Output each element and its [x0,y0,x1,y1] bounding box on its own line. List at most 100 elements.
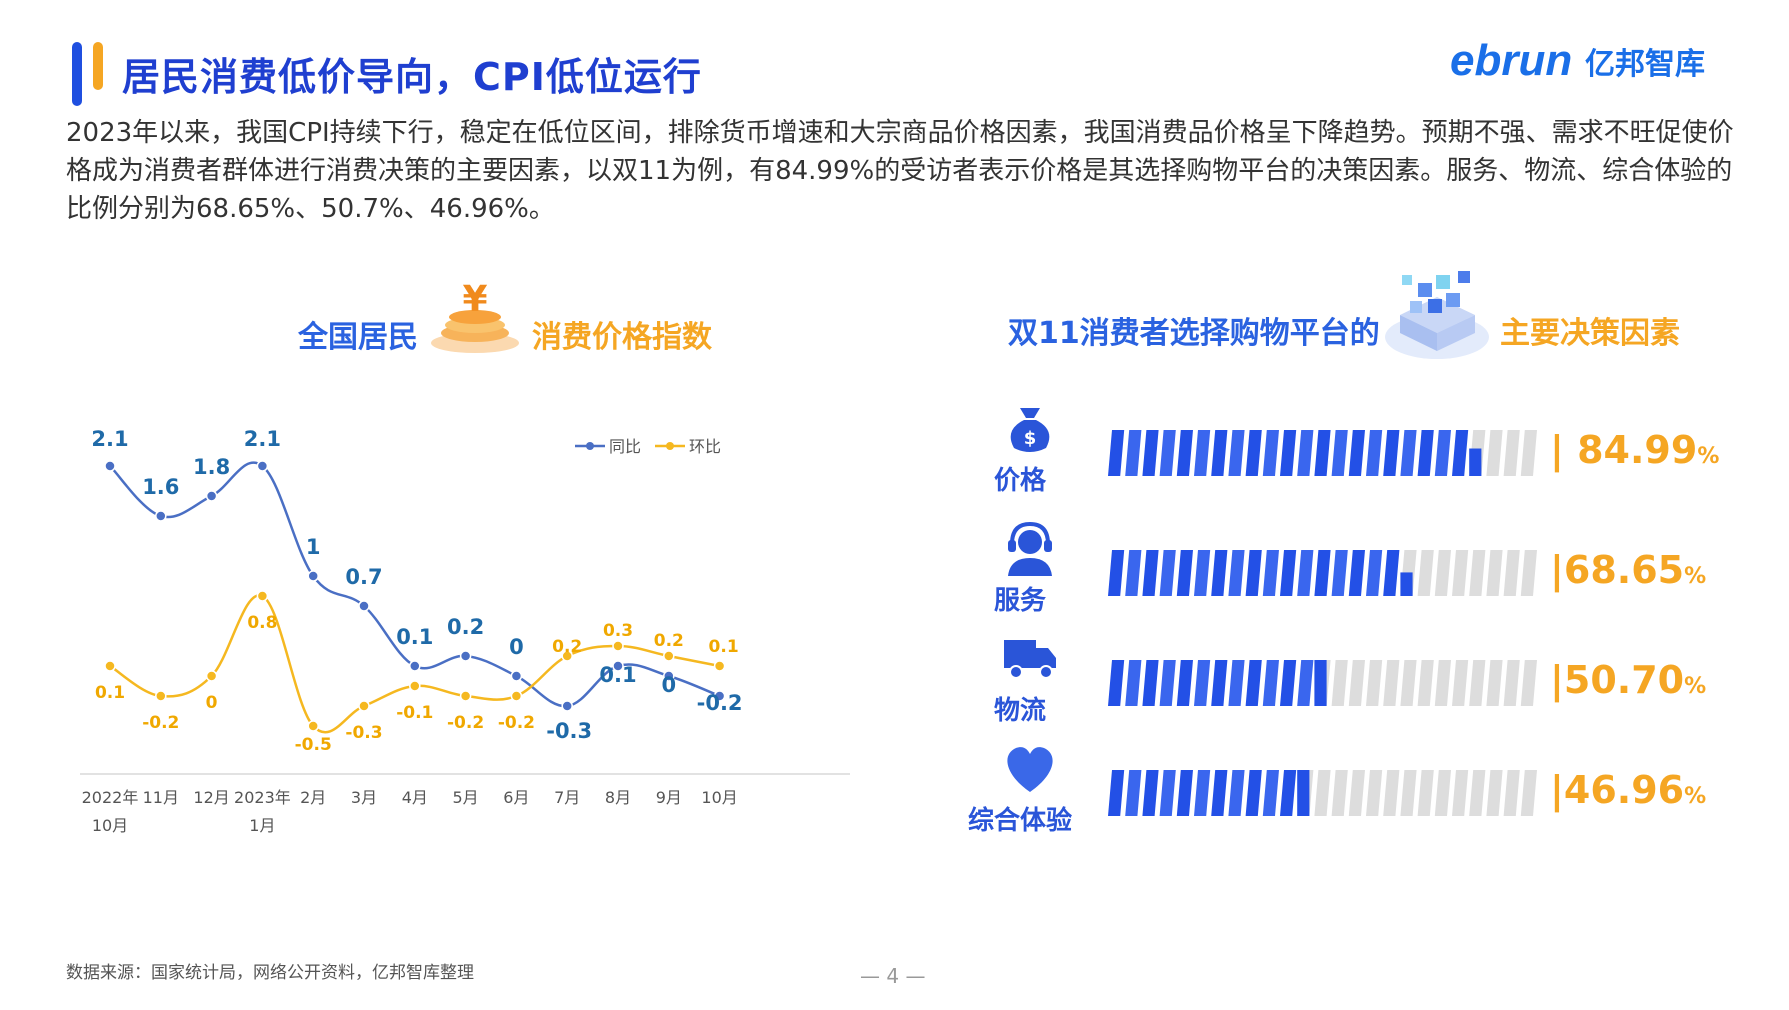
factor-row: 综合体验 |46.96% [968,740,1740,840]
data-point [155,690,167,702]
bar-segment [1383,430,1400,476]
bar-segment [1366,770,1383,816]
description-text: 2023年以来，我国CPI持续下行，稳定在低位区间，排除货币增速和大宗商品价格因… [66,118,1734,224]
factor-bar [1108,430,1537,476]
right-chart-title-part1: 双11消费者选择购物平台的 [1008,316,1380,351]
bar-segment [1108,430,1125,476]
x-tick-label: 12月 [193,788,229,807]
bar-segment [1108,660,1125,706]
bar-segment [1228,550,1245,596]
factor-row: 服务 |68.65% [980,520,1740,620]
data-point [307,570,319,582]
svg-text:$: $ [1024,428,1037,449]
data-point [612,640,624,652]
bar-segment [1331,550,1348,596]
data-point [510,670,523,682]
data-label: -0.3 [546,719,592,743]
bar-segment [1348,550,1365,596]
bar-segment [1520,770,1537,816]
data-point [561,650,573,662]
bar-segment [1125,770,1142,816]
data-point [713,660,726,672]
bar-segment [1176,770,1193,816]
bar-segment [1176,660,1193,706]
data-point [104,660,116,672]
data-label: 0.1 [95,683,125,703]
bar-segment [1469,660,1486,706]
bar-segment [1486,550,1503,596]
factor-bar [1108,770,1537,816]
bar-segment [1194,550,1211,596]
page-title: 居民消费低价导向，CPI低位运行 [122,55,702,99]
data-label: 2.1 [91,427,128,451]
svg-text:¥: ¥ [462,279,487,320]
bar-segment [1503,430,1520,476]
bar-segment [1434,770,1451,816]
bar-segment [1211,770,1228,816]
bar-segment [1176,430,1193,476]
legend-marker [666,442,674,450]
x-tick-label: 10月 [92,816,128,835]
factor-value: |50.70% [1550,658,1707,702]
bar-segment [1125,550,1142,596]
bar-segment [1314,770,1331,816]
bar-segment [1417,770,1434,816]
data-point [104,460,116,472]
bar-segment [1262,660,1279,706]
bar-segment [1228,430,1245,476]
bar-segment [1503,660,1520,706]
factor-label: 物流 [993,696,1046,726]
data-label: -0.5 [295,735,332,755]
x-tick-label: 3月 [351,788,377,807]
factor-value-unit: % [1684,564,1707,589]
bar-segment [1400,660,1417,706]
bar-segment [1383,550,1400,596]
factor-row: $ 价格 | 84.99% [980,400,1740,500]
bar-segment [1486,430,1503,476]
bar-segment [1366,430,1383,476]
bar-segment [1400,430,1417,476]
factor-label: 综合体验 [967,806,1072,836]
data-label: -0.2 [697,691,743,715]
data-label: -0.2 [142,713,179,733]
bar-segment [1417,430,1434,476]
x-tick-label: 9月 [656,788,682,807]
data-label: 0.2 [654,631,684,651]
data-label: 0.8 [247,613,277,633]
bar-segment [1297,430,1314,476]
data-label: 0.3 [603,621,633,641]
svg-text:ebrun: ebrun [1450,36,1572,85]
truck-icon [1004,640,1056,679]
x-tick-label: 10月 [701,788,737,807]
x-tick-label: 2023年 [234,788,291,807]
bar-segment-partial [1297,770,1310,816]
bar-segment [1331,770,1348,816]
bar-segment [1211,430,1228,476]
factor-value: |46.96% [1550,768,1707,812]
bar-segment [1245,770,1262,816]
left-chart-title-part1: 全国居民 [298,320,418,355]
factor-bar [1108,660,1537,706]
data-point [663,650,675,662]
bar-segment [1142,660,1159,706]
data-label: 0.1 [599,663,636,687]
decision-factor-bars: $ 价格 | 84.99% 服务 |68.65% 物流 |50.70% 综合体验 |46.96% [968,400,1740,880]
factor-value-unit: % [1684,674,1707,699]
bar-segment [1417,660,1434,706]
bar-segment [1159,430,1176,476]
bar-segment-partial [1314,660,1327,706]
factor-label: 服务 [993,586,1046,616]
data-point [205,670,218,682]
bar-segment [1159,770,1176,816]
bar-segment [1331,430,1348,476]
bar-segment [1194,770,1211,816]
legend-label: 同比 [609,437,641,456]
bar-segment [1142,550,1159,596]
factor-value-unit: % [1697,444,1720,469]
bar-segment [1452,660,1469,706]
data-point [713,690,726,702]
money-bag-icon: $ [1010,408,1050,452]
bar-segment [1125,430,1142,476]
bar-segment-partial [1400,572,1413,596]
bar-segment [1280,430,1297,476]
